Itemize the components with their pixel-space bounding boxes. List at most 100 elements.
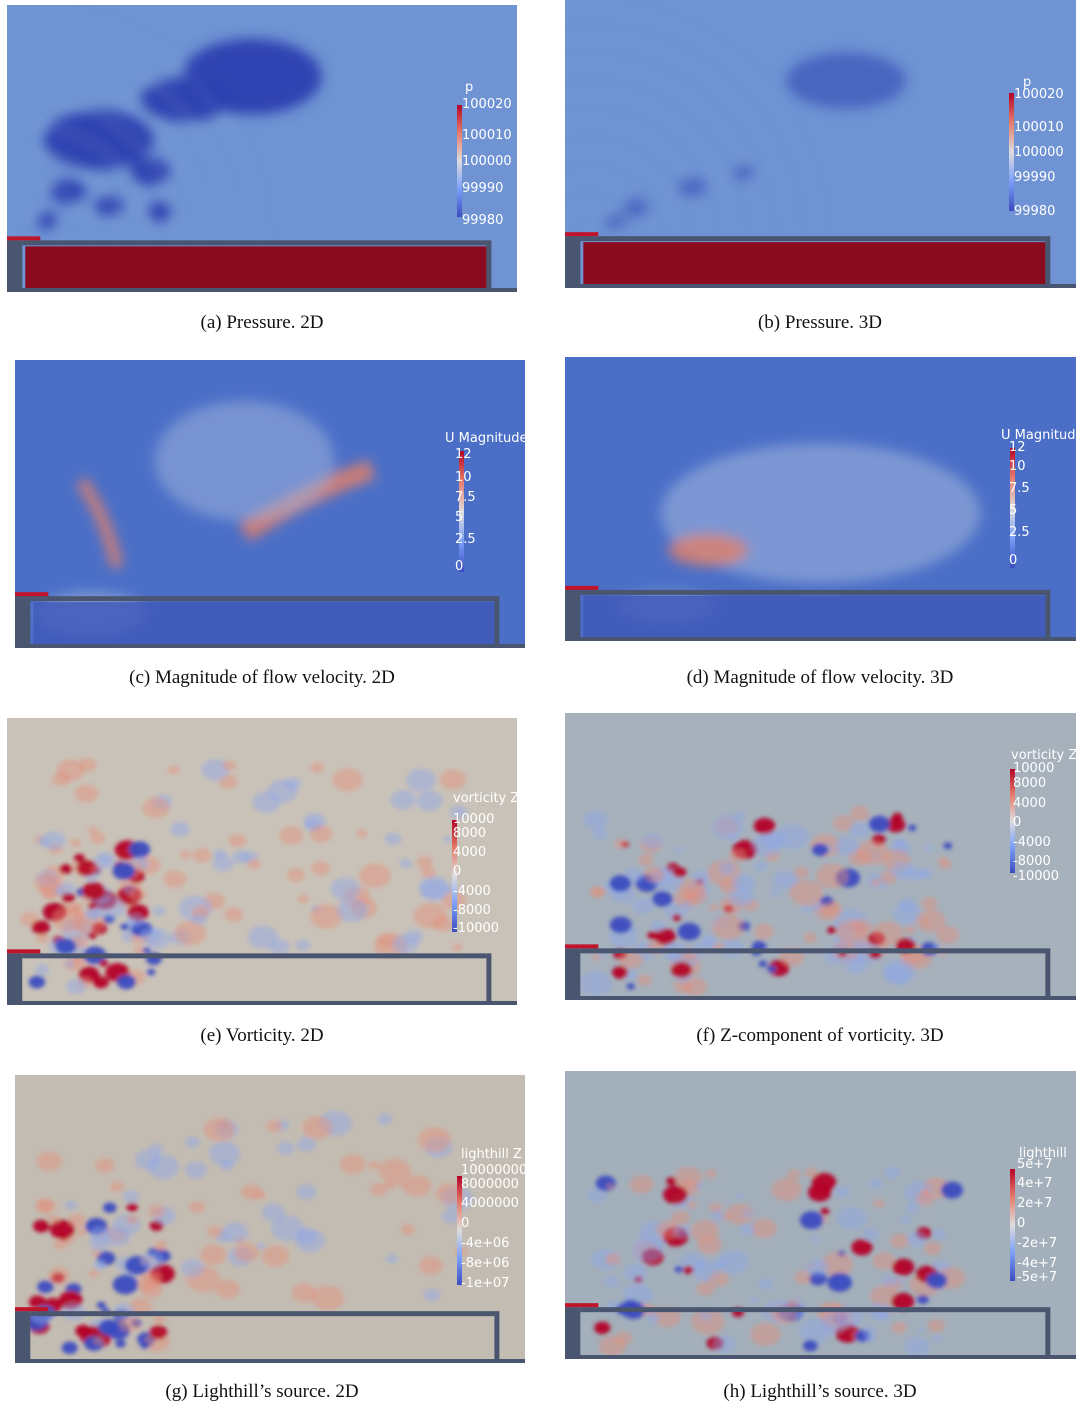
legend-tick-label: -8e+06 xyxy=(461,1256,510,1271)
field-plot xyxy=(565,0,1076,288)
legend-tick-label: -4000 xyxy=(1013,835,1051,850)
panel-lighthill-2d: lighthill Z 10000000 8000000 4000000 0 -4e+06… xyxy=(15,1075,525,1363)
inlet-jet xyxy=(565,232,599,237)
geometry-walls xyxy=(565,948,1076,1000)
geometry-walls xyxy=(15,596,525,648)
color-legend: p 100020 100010 100000 99990 99980 xyxy=(7,5,517,292)
legend-title: U Magnitude xyxy=(445,431,525,446)
legend-title: U Magnitude xyxy=(1001,428,1076,443)
panel-pressure-3d: p 100020 100010 100000 99990 99980 xyxy=(565,0,1076,288)
legend-tick-label: 4000000 xyxy=(461,1196,519,1211)
geometry-walls xyxy=(565,1307,1076,1359)
field-plot xyxy=(565,713,1076,1000)
legend-tick-label: 0 xyxy=(1013,815,1022,830)
legend-title: lighthill xyxy=(1019,1146,1067,1161)
legend-tick-label: 10 xyxy=(1009,459,1026,474)
legend-title: lighthill Z xyxy=(461,1147,522,1162)
legend-tick-label: 2.5 xyxy=(1009,525,1030,540)
legend-tick-label: -8000 xyxy=(453,903,491,918)
inlet-jet xyxy=(7,236,41,241)
panel-pressure-2d: p 100020 100010 100000 99990 99980 xyxy=(7,5,517,292)
legend-tick-label: 100020 xyxy=(1014,87,1064,102)
caption-c: (c) Magnitude of flow velocity. 2D xyxy=(129,667,395,688)
legend-tick-label: 8000 xyxy=(1013,776,1047,791)
legend-tick-label: -10000 xyxy=(453,921,500,936)
caption-g: (g) Lighthill’s source. 2D xyxy=(165,1381,359,1402)
legend-tick-label: 2.5 xyxy=(455,532,476,547)
field-plot xyxy=(565,357,1076,641)
cavity-interior xyxy=(25,246,487,288)
inlet-jet xyxy=(15,1307,49,1312)
geometry-walls xyxy=(7,240,517,292)
legend-tick-label: 99990 xyxy=(462,181,504,196)
legend-tick-label: 5e+7 xyxy=(1017,1157,1053,1172)
legend-tick-label: -4e+06 xyxy=(461,1236,510,1251)
legend-title: vorticity Z xyxy=(1011,748,1076,763)
caption-d: (d) Magnitude of flow velocity. 3D xyxy=(686,667,954,688)
legend-tick-label: 4000 xyxy=(1013,796,1047,811)
color-legend: U Magnitude 12 10 7.5 5 2.5 0 xyxy=(15,360,525,648)
legend-tick-label: 0 xyxy=(453,864,462,879)
panel-vorticity-2d: vorticity Z 10000 8000 4000 0 -4000 -8000 -1000… xyxy=(7,718,517,1005)
legend-tick-label: 99980 xyxy=(462,213,504,228)
field-plot xyxy=(15,360,525,648)
geometry-walls xyxy=(15,1311,525,1363)
legend-title: p xyxy=(465,80,474,95)
geometry-walls xyxy=(565,236,1076,288)
cavity-interior xyxy=(33,602,495,644)
legend-title: vorticity Z xyxy=(453,791,517,806)
caption-h: (h) Lighthill’s source. 3D xyxy=(723,1381,917,1402)
legend-colorbar xyxy=(1010,448,1015,568)
color-legend: vorticity Z 10000 8000 4000 0 -4000 -8000 -1000… xyxy=(7,718,517,1005)
legend-tick-label: 100010 xyxy=(1014,120,1064,135)
legend-tick-label: 10 xyxy=(455,470,472,485)
panel-lighthill-3d: lighthill 5e+7 4e+7 2e+7 0 -2e+7 -4e+7 -5e+7 xyxy=(565,1071,1076,1359)
legend-tick-label: 5 xyxy=(455,510,464,525)
legend-tick-label: 4000 xyxy=(453,845,487,860)
field-plot xyxy=(7,5,517,292)
color-legend: lighthill Z 10000000 8000000 4000000 0 -4e+06… xyxy=(15,1075,525,1363)
legend-colorbar xyxy=(1010,1169,1015,1281)
legend-tick-label: 5 xyxy=(1009,503,1018,518)
legend-title: p xyxy=(1023,75,1032,90)
legend-colorbar xyxy=(457,1176,462,1285)
legend-tick-label: 100000 xyxy=(462,154,512,169)
legend-tick-label: -4000 xyxy=(453,884,491,899)
color-legend: lighthill 5e+7 4e+7 2e+7 0 -2e+7 -4e+7 -5e+7 xyxy=(565,1071,1076,1359)
legend-tick-label: 0 xyxy=(461,1216,470,1231)
caption-e: (e) Vorticity. 2D xyxy=(200,1025,324,1046)
legend-tick-label: 10000 xyxy=(1013,761,1055,776)
cavity-interior xyxy=(583,242,1046,284)
legend-colorbar xyxy=(1009,93,1014,211)
legend-tick-label: 7.5 xyxy=(455,490,476,505)
legend-tick-label: 0 xyxy=(455,559,464,574)
panel-velocity-3d: U Magnitude 12 10 7.5 5 2.5 0 xyxy=(565,357,1076,641)
legend-tick-label: 99980 xyxy=(1014,204,1056,219)
legend-tick-label: 99990 xyxy=(1014,170,1056,185)
legend-tick-label: 12 xyxy=(1009,440,1026,455)
caption-a: (a) Pressure. 2D xyxy=(200,312,324,333)
inlet-jet xyxy=(565,944,599,949)
caption-b: (b) Pressure. 3D xyxy=(757,312,882,333)
geometry-walls xyxy=(565,589,1076,641)
legend-tick-label: 100000 xyxy=(1014,145,1064,160)
color-legend: U Magnitude 12 10 7.5 5 2.5 0 xyxy=(565,357,1076,641)
legend-colorbar xyxy=(457,105,462,217)
legend-tick-label: 10000 xyxy=(453,812,495,827)
inlet-jet xyxy=(15,592,49,597)
legend-tick-label: -5e+7 xyxy=(1017,1270,1058,1285)
legend-tick-label: -8000 xyxy=(1013,854,1051,869)
legend-tick-label: 10000000 xyxy=(461,1163,525,1178)
field-plot xyxy=(565,1071,1076,1359)
legend-tick-label: 0 xyxy=(1009,553,1018,568)
legend-tick-label: -4e+7 xyxy=(1017,1256,1058,1271)
panel-vorticity-3d: vorticity Z 10000 8000 4000 0 -4000 -8000 -1000… xyxy=(565,713,1076,1000)
legend-colorbar xyxy=(1010,769,1015,873)
legend-tick-label: -10000 xyxy=(1013,869,1060,884)
legend-tick-label: -1e+07 xyxy=(461,1276,510,1291)
legend-tick-label: 8000000 xyxy=(461,1177,519,1192)
field-plot xyxy=(7,718,517,1005)
legend-tick-label: 8000 xyxy=(453,826,487,841)
panel-velocity-2d: U Magnitude 12 10 7.5 5 2.5 0 xyxy=(15,360,525,648)
legend-tick-label: 12 xyxy=(455,447,472,462)
